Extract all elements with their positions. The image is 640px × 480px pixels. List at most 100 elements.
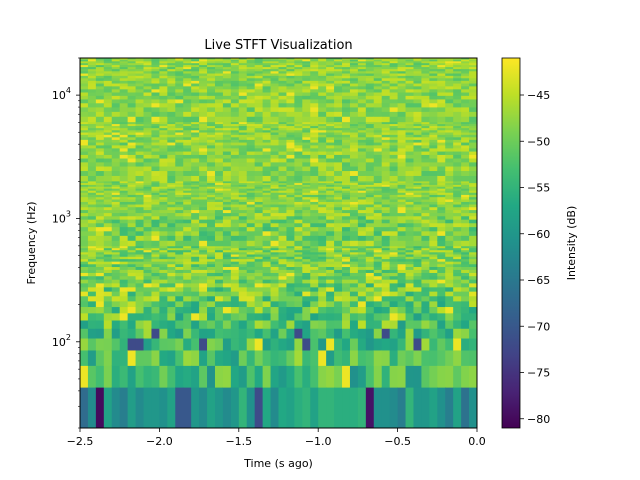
heatmap-cell (469, 365, 477, 388)
heatmap-cell (437, 91, 446, 96)
heatmap-cell (230, 328, 240, 339)
heatmap-cell (230, 144, 240, 149)
heatmap-cell (230, 141, 240, 146)
heatmap-cell (397, 102, 407, 108)
heatmap-cell (397, 266, 407, 270)
heatmap-cell (119, 182, 129, 185)
heatmap-cell (111, 300, 121, 308)
heatmap-cell (143, 279, 153, 284)
heatmap-cell (437, 201, 446, 205)
heatmap-cell (254, 75, 264, 79)
x-axis-label: Time (s ago) (243, 457, 313, 470)
heatmap-cell (270, 66, 280, 70)
heatmap-cell (429, 328, 438, 339)
heatmap-cell (262, 88, 272, 93)
heatmap-cell (135, 141, 145, 146)
heatmap-cell (246, 245, 256, 249)
heatmap-cell (159, 141, 168, 146)
heatmap-cell (453, 106, 462, 112)
heatmap-cell (278, 258, 288, 262)
heatmap-cell (405, 150, 415, 155)
heatmap-cell (230, 116, 240, 123)
heatmap-cell (421, 184, 430, 187)
heatmap-cell (310, 129, 319, 133)
heatmap-cell (318, 136, 327, 140)
heatmap-cell (318, 198, 327, 202)
heatmap-cell (230, 129, 240, 133)
heatmap-cell (413, 106, 423, 112)
heatmap-cell (294, 91, 303, 96)
heatmap-cell (127, 58, 137, 60)
heatmap-cell (357, 269, 367, 273)
heatmap-cell (357, 180, 367, 184)
heatmap-cell (310, 82, 319, 87)
heatmap-cell (461, 141, 470, 146)
heatmap-cell (445, 88, 454, 93)
heatmap-cell (95, 150, 105, 155)
heatmap-cell (421, 253, 430, 257)
heatmap-cell (222, 201, 232, 205)
heatmap-cell (405, 275, 415, 280)
heatmap-cell (175, 256, 184, 260)
heatmap-cell (342, 269, 351, 273)
heatmap-cell (127, 95, 137, 100)
heatmap-cell (334, 251, 343, 255)
heatmap-cell (254, 161, 264, 167)
heatmap-cell (119, 272, 129, 277)
heatmap-cell (326, 134, 335, 138)
heatmap-cell (357, 125, 367, 129)
heatmap-cell (127, 312, 137, 321)
heatmap-cell (294, 245, 303, 249)
heatmap-cell (302, 95, 311, 100)
heatmap-cell (80, 230, 89, 236)
heatmap-cell (103, 272, 113, 277)
heatmap-cell (342, 337, 351, 351)
heatmap-cell (445, 240, 454, 247)
heatmap-cell (159, 72, 168, 76)
heatmap-cell (111, 121, 121, 125)
heatmap-cell (373, 129, 383, 133)
heatmap-cell (87, 72, 97, 76)
heatmap-cell (270, 106, 280, 112)
heatmap-cell (159, 226, 168, 232)
heatmap-cell (469, 249, 477, 253)
heatmap-cell (389, 102, 399, 108)
heatmap-cell (262, 312, 272, 321)
heatmap-cell (87, 201, 97, 205)
heatmap-cell (381, 72, 391, 76)
heatmap-cell (342, 64, 351, 68)
heatmap-cell (302, 279, 311, 284)
heatmap-cell (167, 102, 176, 108)
heatmap-cell (151, 235, 160, 241)
heatmap-cell (167, 222, 176, 228)
heatmap-cell (334, 139, 343, 143)
heatmap-cell (167, 251, 176, 255)
heatmap-cell (270, 247, 280, 251)
heatmap-cell (214, 139, 224, 143)
heatmap-cell (357, 263, 367, 268)
heatmap-cell (373, 230, 383, 236)
heatmap-cell (127, 251, 137, 255)
heatmap-cell (310, 58, 319, 62)
heatmap-cell (357, 192, 367, 195)
heatmap-cell (159, 165, 168, 172)
heatmap-cell (286, 134, 295, 138)
heatmap-cell (238, 60, 248, 64)
heatmap-cell (278, 68, 288, 72)
heatmap-cell (199, 182, 208, 185)
heatmap-cell (445, 203, 454, 208)
heatmap-cell (254, 111, 264, 117)
heatmap-cell (270, 75, 280, 79)
heatmap-cell (127, 111, 137, 117)
heatmap-cell (334, 123, 343, 127)
heatmap-cell (270, 136, 280, 140)
heatmap-cell (183, 91, 192, 96)
heatmap-cell (389, 58, 399, 62)
heatmap-cell (286, 125, 295, 129)
heatmap-cell (175, 182, 184, 185)
heatmap-cell (167, 131, 176, 135)
heatmap-cell (111, 134, 121, 138)
heatmap-cell (389, 319, 399, 329)
heatmap-cell (254, 165, 264, 172)
heatmap-cell (334, 263, 343, 268)
